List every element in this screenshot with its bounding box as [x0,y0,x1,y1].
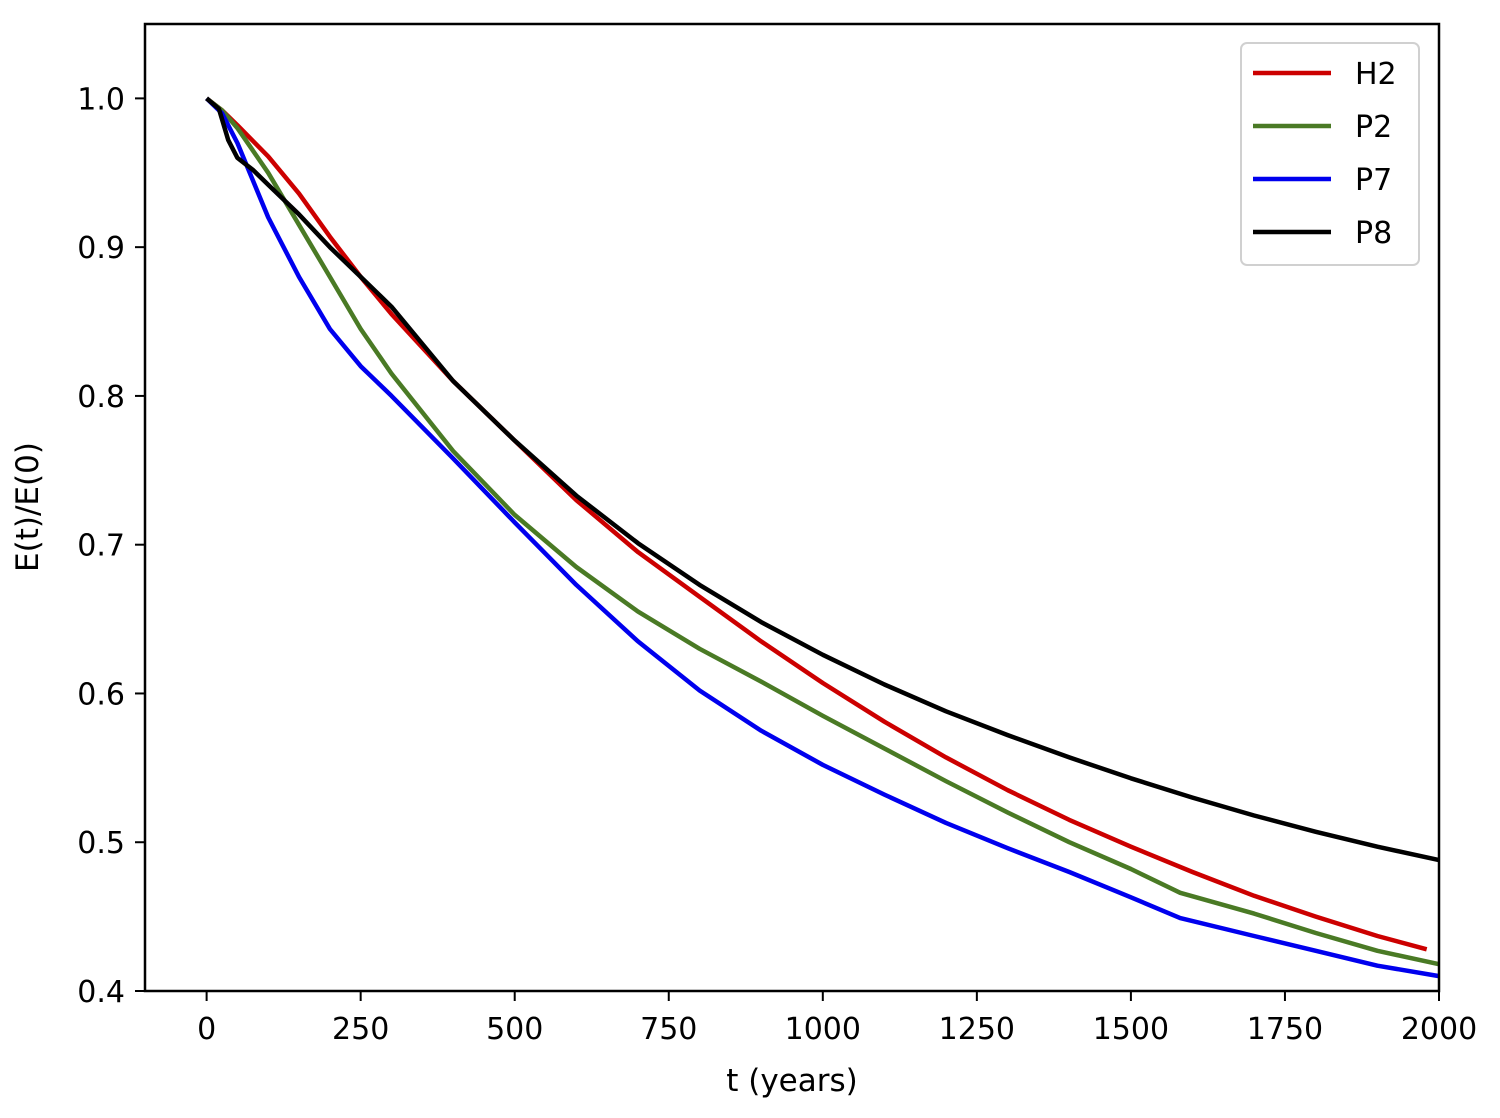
x-tick-label: 2000 [1401,1012,1477,1047]
x-tick-label: 500 [486,1012,543,1047]
y-axis: 0.4 0.5 0.6 0.7 0.8 0.9 1.0 [77,82,145,1010]
series-line-h2 [205,96,1428,952]
y-tick-label: 1.0 [77,82,125,117]
plot-frame [143,22,1441,993]
series-line-p7 [205,96,1440,979]
series-layer [205,96,1440,979]
x-tick-label: 1500 [1093,1012,1169,1047]
x-tick-label: 750 [640,1012,697,1047]
x-tick-label: 0 [197,1012,216,1047]
x-tick-label: 1750 [1247,1012,1323,1047]
legend: H2 P2 P7 P8 [1240,42,1420,266]
y-tick-label: 0.6 [77,677,125,712]
x-axis: 0 250 500 750 1000 1250 1500 1750 2000 [197,991,1477,1047]
legend-label-p8: P8 [1355,216,1392,251]
legend-box [1240,42,1420,266]
x-tick-label: 250 [332,1012,389,1047]
legend-label-h2: H2 [1355,57,1397,92]
y-tick-label: 0.9 [77,231,125,266]
y-tick-label: 0.8 [77,380,125,415]
x-axis-label: t (years) [726,1063,858,1099]
y-tick-label: 0.4 [77,975,125,1010]
legend-label-p7: P7 [1355,163,1392,198]
series-line-p8 [205,96,1440,863]
x-tick-label: 1000 [785,1012,861,1047]
y-tick-label: 0.5 [77,826,125,861]
series-line-p2 [205,96,1440,967]
x-tick-label: 1250 [939,1012,1015,1047]
y-axis-label: E(t)/E(0) [10,442,46,572]
y-tick-label: 0.7 [77,529,125,564]
legend-label-p2: P2 [1355,110,1392,145]
